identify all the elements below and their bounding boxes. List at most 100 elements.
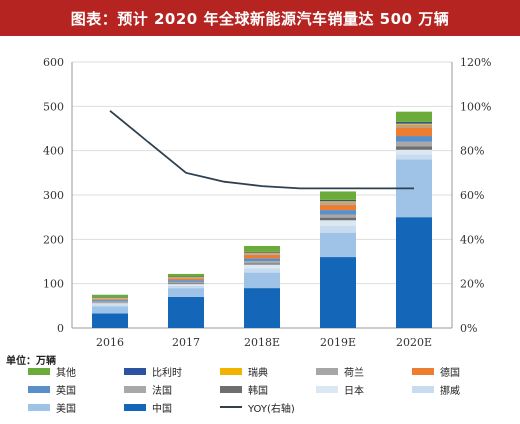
legend-item-meiguo: 美国 (28, 399, 124, 415)
legend-label: 法国 (152, 385, 172, 397)
legend-label: 英国 (56, 385, 76, 397)
legend-item-riben: 日本 (316, 381, 412, 397)
legend-item-ruidian: 瑞典 (220, 363, 316, 379)
bar-segment (320, 214, 356, 218)
bar-segment (244, 264, 280, 269)
bar-segment (244, 253, 280, 255)
legend-swatch (28, 403, 50, 411)
bar-segment (92, 303, 128, 305)
legend-swatch (220, 367, 242, 375)
chart-title-bar: 图表：预计 2020 年全球新能源汽车销量达 500 万辆 (0, 0, 520, 36)
bar-segment (92, 298, 128, 300)
bar-segment (320, 210, 356, 215)
legend-item-qita: 其他 (28, 363, 124, 379)
bar-segment (244, 254, 280, 259)
bar-segment (168, 273, 204, 277)
bar-segment (396, 123, 432, 125)
legend-label: YOY(右轴) (248, 403, 295, 415)
bar-segment (168, 288, 204, 297)
legend-swatch (124, 385, 146, 393)
y-right-tick-label: 60% (460, 189, 484, 202)
bar-segment (320, 202, 356, 205)
legend-item-yingguo: 英国 (28, 381, 124, 397)
y-tick-label: 200 (43, 233, 64, 246)
legend-swatch (412, 367, 434, 375)
legend-label: 美国 (56, 403, 76, 415)
legend-swatch (220, 406, 242, 408)
legend-label: 挪威 (440, 385, 460, 397)
legend-label: 其他 (56, 367, 76, 379)
bar-segment (396, 141, 432, 147)
bar-segment (320, 199, 356, 202)
bar-segment (396, 121, 432, 124)
legend-label: 瑞典 (248, 367, 268, 379)
bar-segment (396, 124, 432, 128)
bar-segment (244, 272, 280, 289)
bar-segment (92, 304, 128, 307)
legend-swatch (124, 367, 146, 375)
legend-item-yoy: YOY(右轴) (220, 399, 316, 415)
legend-item-nuowei: 挪威 (412, 381, 508, 397)
bar-segment (92, 300, 128, 302)
y-right-tick-label: 0% (460, 322, 477, 335)
legend-swatch (316, 367, 338, 375)
legend-label: 荷兰 (344, 367, 364, 379)
x-tick-label: 2017 (172, 336, 200, 349)
bar-segment (168, 285, 204, 289)
y-tick-label: 0 (57, 322, 64, 335)
bar-segment (168, 278, 204, 281)
x-tick-label: 2016 (96, 336, 124, 349)
legend-item-zhongguo: 中国 (124, 399, 220, 415)
legend-label: 比利时 (152, 367, 182, 379)
y-right-tick-label: 100% (460, 100, 491, 113)
bar-segment (396, 149, 432, 155)
legend-swatch (124, 403, 146, 411)
bar-segment (168, 280, 204, 282)
stacked-bar-chart: 0 100 200 300 400 500 600 0% 20% 40% 60% 80% 100% 120… (43, 56, 491, 349)
bar-segment (92, 313, 128, 328)
legend-swatch (412, 385, 434, 393)
bar-segment (320, 232, 356, 258)
bar-segment (396, 146, 432, 150)
bar-segment (396, 127, 432, 137)
chart-title: 图表：预计 2020 年全球新能源汽车销量达 500 万辆 (70, 9, 450, 28)
bar-segment (244, 251, 280, 253)
bar-segment (320, 191, 356, 200)
bar-segment (244, 252, 280, 254)
legend-swatch (28, 367, 50, 375)
bar-segment (320, 226, 356, 233)
bar-segment (244, 258, 280, 262)
bar-segment (168, 284, 204, 286)
legend-swatch (316, 385, 338, 393)
legend-item-faguo: 法国 (124, 381, 220, 397)
bar-segment (320, 201, 356, 203)
bar-segment (244, 245, 280, 252)
legend-swatch (28, 385, 50, 393)
legend-label: 中国 (152, 403, 172, 415)
bar-segment (168, 277, 204, 279)
bar-segment (320, 204, 356, 211)
bar-segment (320, 257, 356, 328)
bar-segment (396, 154, 432, 160)
bar-segment (244, 261, 280, 264)
x-tick-label: 2019E (320, 336, 356, 349)
y-right-tick-label: 20% (460, 278, 484, 291)
bar-segment (92, 306, 128, 314)
bar-segment (396, 111, 432, 122)
x-tick-label: 2020E (396, 336, 432, 349)
bar-segment (168, 281, 204, 284)
bar-segment (92, 294, 128, 298)
y-tick-label: 400 (43, 145, 64, 158)
bar-segment (168, 296, 204, 328)
legend-label: 德国 (440, 367, 460, 379)
legend-item-hanguo: 韩国 (220, 381, 316, 397)
legend-label: 日本 (344, 385, 364, 397)
unit-label: 单位：万辆 (6, 356, 56, 367)
y-tick-label: 600 (43, 56, 64, 69)
bar-segment (244, 288, 280, 328)
bar-segment (168, 283, 204, 285)
x-tick-label: 2018E (244, 336, 280, 349)
bar-segment (320, 217, 356, 221)
legend-item-helan: 荷兰 (316, 363, 412, 379)
chart-legend: 其他 比利时 瑞典 荷兰 德国英国 法国 韩国 日本 挪威美国 中国 YOY(右轴) (28, 363, 508, 415)
